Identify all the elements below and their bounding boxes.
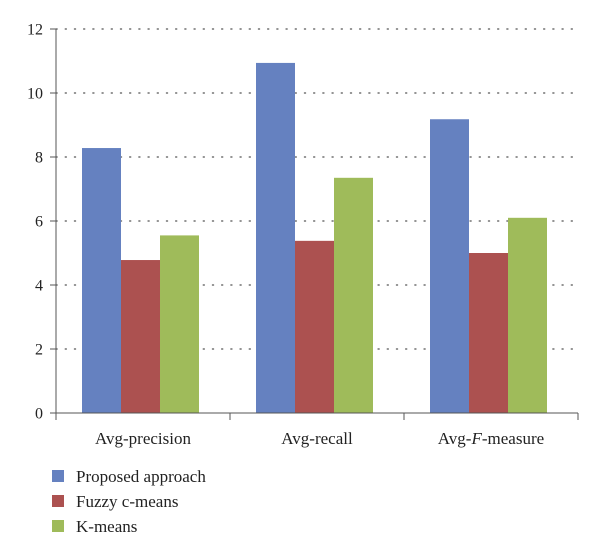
bar-proposed-approach-2	[430, 119, 469, 414]
x-tick-label: Avg-recall	[281, 429, 353, 448]
y-tick-label: 4	[35, 278, 43, 295]
y-tick-label: 12	[27, 22, 43, 39]
bar-proposed-approach-1	[256, 62, 295, 414]
legend-swatch	[52, 470, 64, 482]
legend-swatch	[52, 495, 64, 507]
bar-fuzzy-c-means-1	[295, 240, 334, 413]
legend: Proposed approach Fuzzy c-means K-means	[52, 467, 206, 536]
axis-labels: 0 2 4 6 8 10 12 Avg-precision Avg-recall Avg-F-me…	[27, 22, 544, 449]
legend-swatch	[52, 520, 64, 532]
y-tick-label: 6	[35, 214, 43, 231]
bar-k-means-2	[508, 217, 547, 413]
axes	[50, 28, 579, 420]
bar-k-means-1	[334, 177, 373, 413]
bar-fuzzy-c-means-0	[121, 260, 160, 413]
bar-fuzzy-c-means-2	[469, 253, 508, 413]
y-tick-label: 10	[27, 86, 43, 103]
y-tick-label: 8	[35, 150, 43, 167]
legend-label: Proposed approach	[76, 467, 206, 486]
y-tick-label: 2	[35, 342, 43, 359]
legend-label: K-means	[76, 517, 137, 536]
x-tick-label: Avg-precision	[95, 429, 191, 448]
legend-label: Fuzzy c-means	[76, 492, 178, 511]
bars	[82, 62, 547, 414]
bar-proposed-approach-0	[82, 148, 121, 414]
x-tick-label: Avg-F-measure	[438, 429, 544, 448]
y-tick-label: 0	[35, 406, 43, 423]
bar-k-means-0	[160, 235, 199, 413]
